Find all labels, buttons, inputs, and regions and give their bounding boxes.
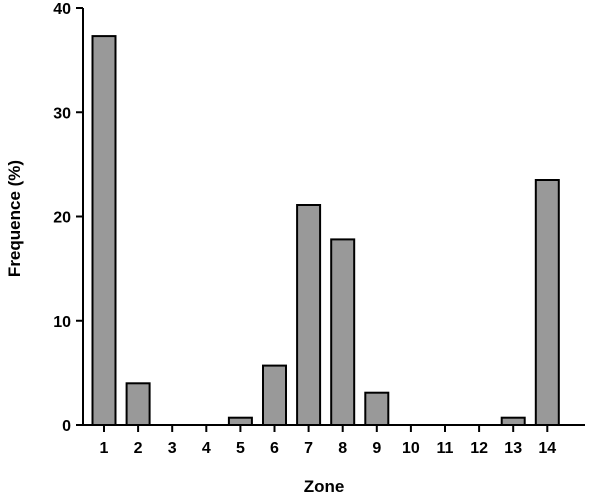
- y-tick-label: 30: [53, 105, 71, 122]
- bar-zone-9: [364, 391, 390, 427]
- bars-layer: [91, 35, 560, 427]
- x-ticks: 1 2 3 4 5 6 7 8 9 10 11 12 13 14: [100, 425, 556, 457]
- y-tick-label: 10: [53, 314, 71, 331]
- x-tick-label: 9: [372, 440, 381, 457]
- bar-zone-5: [227, 416, 253, 427]
- bar-zone-14: [534, 179, 560, 426]
- x-tick-label: 13: [504, 440, 522, 457]
- bar-zone-2: [125, 382, 151, 426]
- x-tick-label: 5: [236, 440, 245, 457]
- y-axis-title: Frequence (%): [5, 160, 24, 277]
- y-tick-label: 20: [53, 210, 71, 227]
- x-tick-label: 2: [134, 440, 143, 457]
- x-tick-label: 11: [437, 440, 454, 457]
- bar-zone-13: [500, 416, 526, 427]
- bar-zone-8: [330, 238, 356, 426]
- bar-zone-6: [262, 364, 287, 427]
- x-tick-label: 8: [338, 440, 347, 457]
- x-tick-label: 7: [304, 440, 313, 457]
- x-tick-label: 10: [402, 440, 420, 457]
- x-tick-label: 4: [202, 440, 211, 457]
- x-tick-label: 1: [100, 440, 109, 457]
- x-tick-label: 3: [168, 440, 177, 457]
- y-ticks: 0 10 20 30 40: [53, 1, 83, 435]
- bar-zone-7: [296, 204, 322, 426]
- x-axis-title: Zone: [304, 477, 345, 496]
- x-tick-label: 12: [470, 440, 488, 457]
- y-tick-label: 0: [62, 418, 71, 435]
- x-tick-label: 14: [538, 440, 556, 457]
- y-tick-label: 40: [53, 1, 71, 18]
- bar-zone-1: [91, 35, 117, 426]
- x-tick-label: 6: [270, 440, 279, 457]
